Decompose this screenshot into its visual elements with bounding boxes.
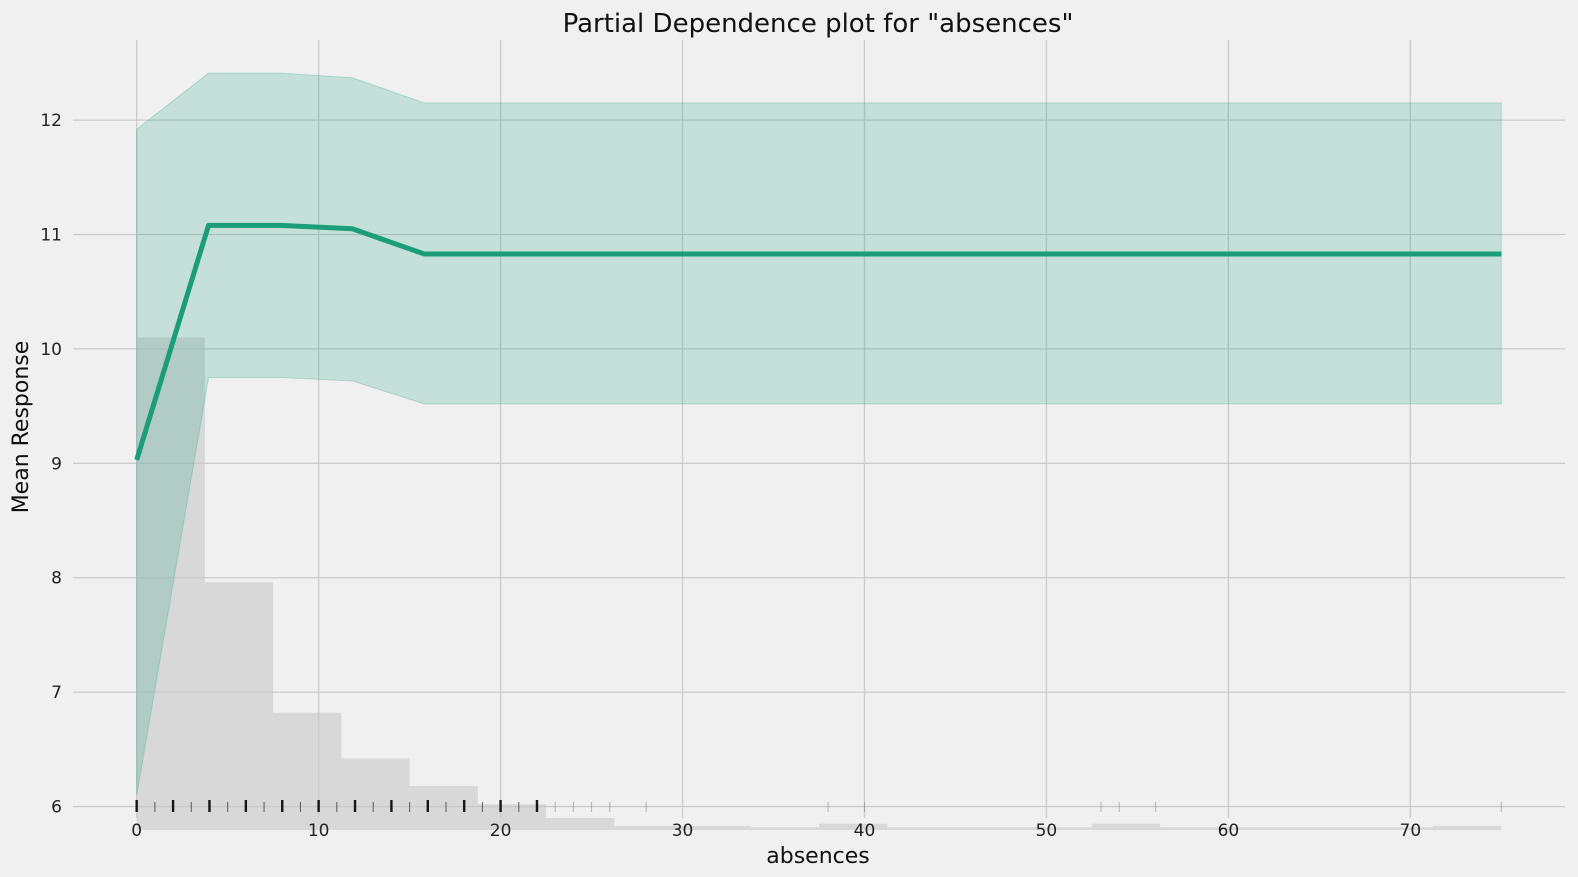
rug-marks: [135, 800, 1502, 812]
x-tick-label: 70: [1400, 821, 1422, 841]
chart-title: Partial Dependence plot for "absences": [563, 9, 1074, 39]
histogram-bar: [1023, 827, 1092, 830]
y-axis-label: Mean Response: [9, 341, 34, 514]
histogram-bar: [614, 826, 683, 830]
x-tick-label: 0: [131, 821, 142, 841]
histogram-bar: [1091, 823, 1161, 830]
y-tick-label: 11: [40, 226, 62, 246]
histogram-bar: [750, 827, 819, 830]
y-tick-label: 12: [40, 111, 62, 131]
y-tick-label: 8: [51, 569, 62, 589]
histogram-bar: [887, 827, 956, 830]
histogram-bar: [204, 582, 274, 830]
x-tick-label: 30: [672, 821, 694, 841]
mean-response-line: [134, 222, 1502, 461]
histogram-bar: [682, 826, 751, 830]
histogram-bar: [341, 758, 410, 830]
histogram-bar: [546, 818, 615, 830]
histogram-bar: [819, 823, 888, 830]
x-tick-label: 60: [1218, 821, 1240, 841]
y-tick-label: 10: [40, 340, 62, 360]
histogram-bar: [1364, 827, 1434, 830]
histogram-bar: [955, 827, 1024, 830]
x-tick-label: 40: [854, 821, 876, 841]
x-axis-label: absences: [766, 844, 869, 869]
histogram-bar: [477, 804, 547, 830]
y-tick-label: 6: [51, 798, 62, 818]
histogram-bar: [409, 785, 478, 830]
y-tick-label: 9: [51, 454, 62, 474]
mean-response-series: [134, 222, 1502, 461]
x-tick-labels: 0 10 20 30 40 50 60 70: [131, 821, 1421, 841]
y-tick-labels: 6 7 8 9 10 11 12: [40, 111, 62, 817]
y-tick-label: 7: [51, 683, 62, 703]
x-tick-label: 20: [490, 821, 512, 841]
x-tick-label: 10: [308, 821, 330, 841]
histogram-bar: [1228, 827, 1297, 830]
histogram-bar: [1160, 827, 1229, 830]
histogram-bar: [1433, 826, 1502, 830]
histogram-bar: [273, 712, 342, 830]
x-tick-label: 50: [1036, 821, 1058, 841]
histogram-bar: [1296, 827, 1365, 830]
